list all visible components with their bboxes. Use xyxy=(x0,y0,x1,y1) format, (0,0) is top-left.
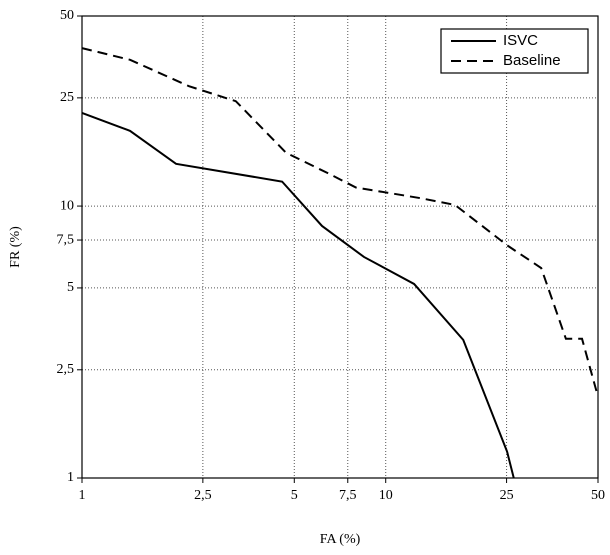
legend-label: Baseline xyxy=(503,52,561,69)
y-tick-label: 7,5 xyxy=(57,232,75,247)
x-tick-label: 25 xyxy=(500,488,514,503)
x-tick-label: 1 xyxy=(79,488,86,503)
y-tick-label: 25 xyxy=(60,90,74,105)
x-tick-label: 50 xyxy=(591,488,605,503)
x-tick-label: 2,5 xyxy=(194,488,212,503)
y-tick-label: 5 xyxy=(67,280,74,295)
y-tick-label: 50 xyxy=(60,8,74,23)
series-line xyxy=(81,47,599,397)
y-axis-label: FR (%) xyxy=(8,226,23,268)
series-line xyxy=(81,112,515,479)
y-tick-label: 10 xyxy=(60,198,74,213)
x-tick-label: 10 xyxy=(379,488,393,503)
legend-label: ISVC xyxy=(503,32,538,49)
x-axis-label: FA (%) xyxy=(320,532,361,547)
x-tick-label: 5 xyxy=(291,488,298,503)
y-tick-label: 1 xyxy=(67,470,74,485)
x-tick-label: 7,5 xyxy=(339,488,357,503)
plot-frame xyxy=(81,15,599,479)
y-tick-label: 2,5 xyxy=(57,362,75,377)
legend-box xyxy=(440,28,589,74)
